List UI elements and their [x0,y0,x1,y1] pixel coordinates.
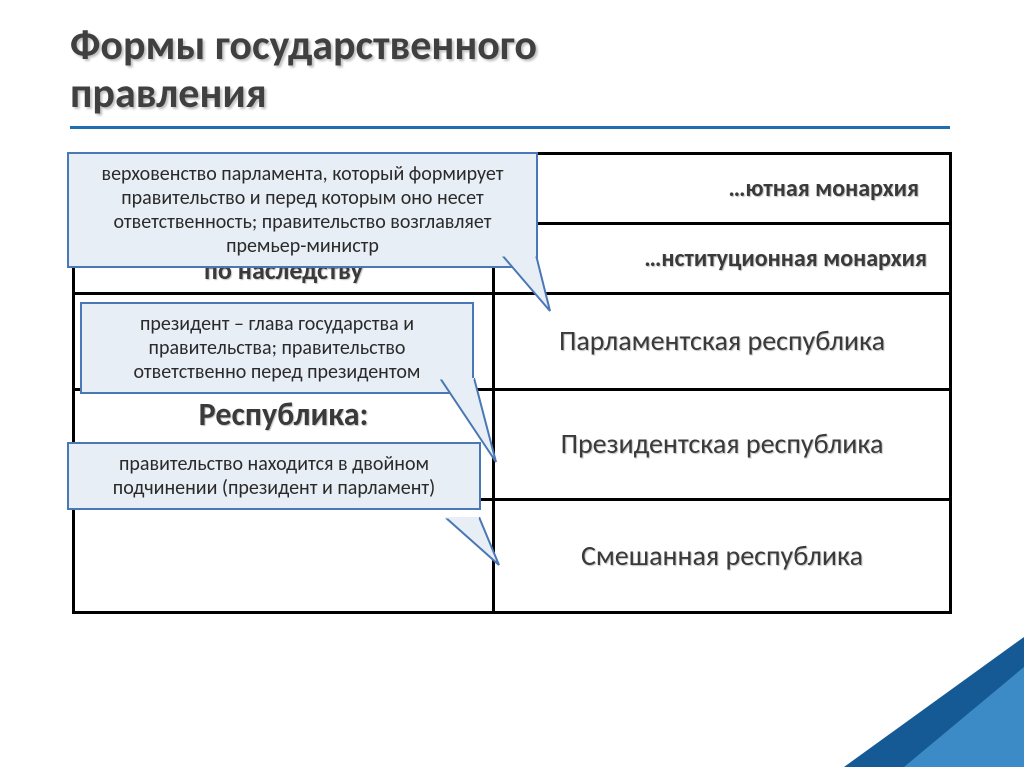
title-line1: Формы государственного [70,20,537,71]
callout-presidential: президент – глава государства и правител… [80,302,474,394]
title-underline [70,126,950,129]
callout-parliamentary-tail [502,255,562,315]
title-line2: правления [70,68,267,119]
label-presidential-rep: Президентская республика [561,428,884,460]
cell-presidential-rep: Президентская республика [495,391,949,498]
label-absolute-monarchy: …ютная монархия [728,175,919,203]
cell-absolute-monarchy: …ютная монархия [495,155,949,222]
callout-mixed-tail [445,517,515,577]
callout-parliamentary-text: верховенство парламента, который формиру… [101,162,503,258]
callout-mixed: правительство находится в двойном подчин… [67,442,481,510]
label-parliamentary-rep: Парламентская республика [559,325,885,357]
label-const-monarchy: …нституционная монархия [644,245,927,273]
callout-parliamentary: верховенство парламента, который формиру… [67,152,538,268]
callout-mixed-text: правительство находится в двойном подчин… [113,452,435,500]
cell-const-monarchy: …нституционная монархия [495,225,949,292]
callout-presidential-text: президент – глава государства и правител… [134,312,421,384]
label-mixed-rep: Смешанная республика [581,540,863,572]
label-republic: Республика: [199,397,369,434]
slide-title: Формы государственного правления [70,22,537,119]
cell-parliamentary-rep: Парламентская республика [495,295,949,388]
corner-triangle-light [904,667,1024,767]
cell-left-5 [75,501,495,611]
cell-mixed-rep: Смешанная республика [495,501,949,611]
